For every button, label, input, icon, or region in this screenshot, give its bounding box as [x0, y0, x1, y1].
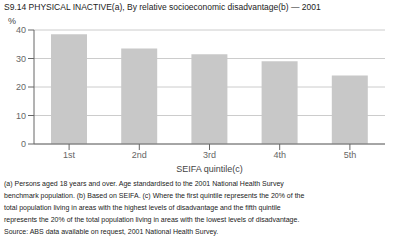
svg-text:4th: 4th — [273, 150, 286, 160]
svg-text:5th: 5th — [344, 150, 357, 160]
svg-text:10: 10 — [16, 111, 26, 121]
svg-text:2nd: 2nd — [132, 150, 147, 160]
svg-text:30: 30 — [16, 54, 26, 64]
svg-text:3rd: 3rd — [203, 150, 216, 160]
svg-text:40: 40 — [16, 25, 26, 35]
html-text:total population living in are: total population living in areas with th… — [4, 204, 281, 211]
html-text:benchmark population. (b) Base: benchmark population. (b) Based on SEIFA… — [4, 192, 305, 199]
html-text:represents the 20% of the tota: represents the 20% of the total populati… — [4, 216, 300, 223]
html-text:(a) Persons aged 18 years and: (a) Persons aged 18 years and over. Age … — [4, 180, 284, 187]
svg-text:1st: 1st — [63, 150, 76, 160]
svg-text:20: 20 — [16, 82, 26, 92]
svg-text:0: 0 — [21, 139, 26, 149]
svg-text:SEIFA quintile(c): SEIFA quintile(c) — [176, 164, 243, 174]
html-text:Source: ABS data available on: Source: ABS data available on request, 2… — [4, 228, 219, 235]
html-text:S9.14 PHYSICAL INACTIVE(a), By: S9.14 PHYSICAL INACTIVE(a), By relative … — [4, 2, 321, 12]
